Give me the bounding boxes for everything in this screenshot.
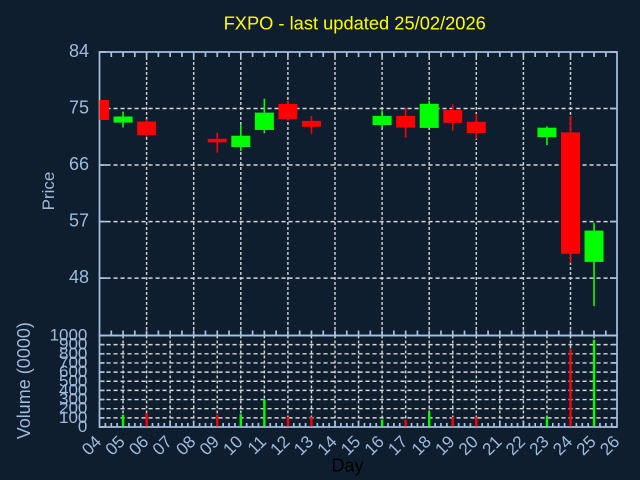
svg-text:75: 75: [69, 97, 89, 117]
svg-text:FXPO - last updated 25/02/2026: FXPO - last updated 25/02/2026: [224, 12, 486, 33]
svg-text:Price: Price: [39, 172, 58, 211]
svg-text:57: 57: [69, 210, 89, 230]
svg-text:700: 700: [59, 353, 87, 372]
svg-text:100: 100: [59, 408, 87, 427]
svg-text:300: 300: [59, 390, 87, 409]
svg-text:Day: Day: [331, 455, 363, 475]
svg-text:800: 800: [59, 344, 87, 363]
svg-text:500: 500: [59, 371, 87, 390]
svg-text:Volume (0000): Volume (0000): [14, 322, 34, 439]
svg-text:600: 600: [59, 362, 87, 381]
svg-text:84: 84: [69, 41, 89, 61]
svg-text:0: 0: [78, 417, 87, 436]
svg-text:900: 900: [59, 335, 87, 354]
svg-text:1000: 1000: [50, 326, 88, 345]
svg-text:48: 48: [69, 267, 89, 287]
svg-text:200: 200: [59, 399, 87, 418]
svg-text:66: 66: [69, 154, 89, 174]
svg-text:400: 400: [59, 380, 87, 399]
